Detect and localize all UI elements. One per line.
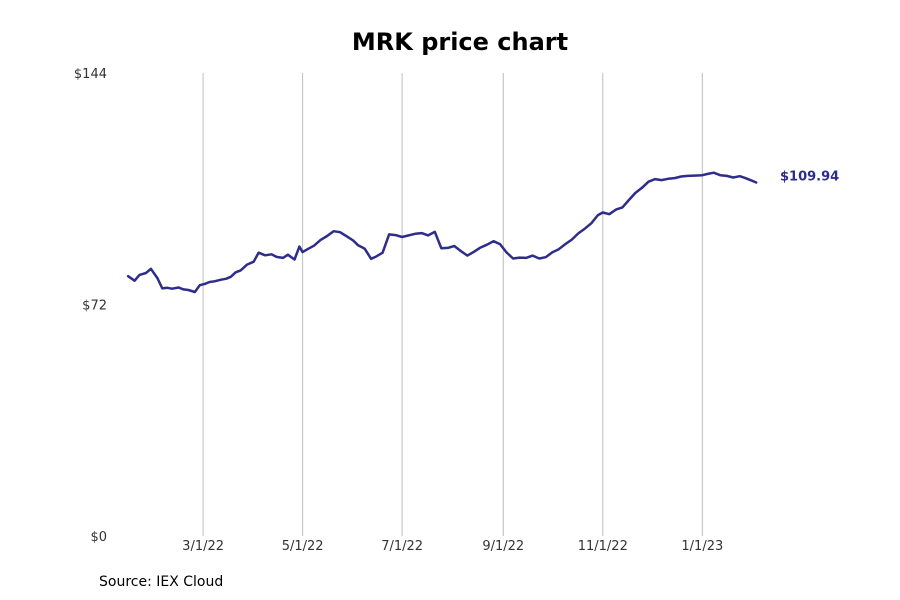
chart-title: MRK price chart: [351, 28, 569, 56]
source-note: Source: IEX Cloud: [99, 574, 224, 590]
x-tick-label: 11/1/22: [578, 539, 628, 554]
series-layer: $109.94: [126, 170, 839, 294]
x-tick-label: 7/1/22: [381, 539, 423, 554]
price-line: [126, 171, 758, 294]
x-tick-label: 3/1/22: [182, 539, 224, 554]
gridlines: [202, 73, 703, 536]
last-value-label: $109.94: [780, 170, 839, 185]
y-tick-label: $72: [82, 299, 107, 314]
x-tick-label: 9/1/22: [482, 539, 524, 554]
x-tick-label: 5/1/22: [282, 539, 324, 554]
x-axis-ticks: 3/1/22 5/1/22 7/1/22 9/1/22 11/1/22 1/1/23: [182, 539, 723, 554]
y-axis-ticks: $0 $72 $144: [74, 67, 107, 545]
y-tick-label: $0: [90, 530, 107, 545]
y-tick-label: $144: [74, 67, 107, 82]
x-tick-label: 1/1/23: [681, 539, 723, 554]
